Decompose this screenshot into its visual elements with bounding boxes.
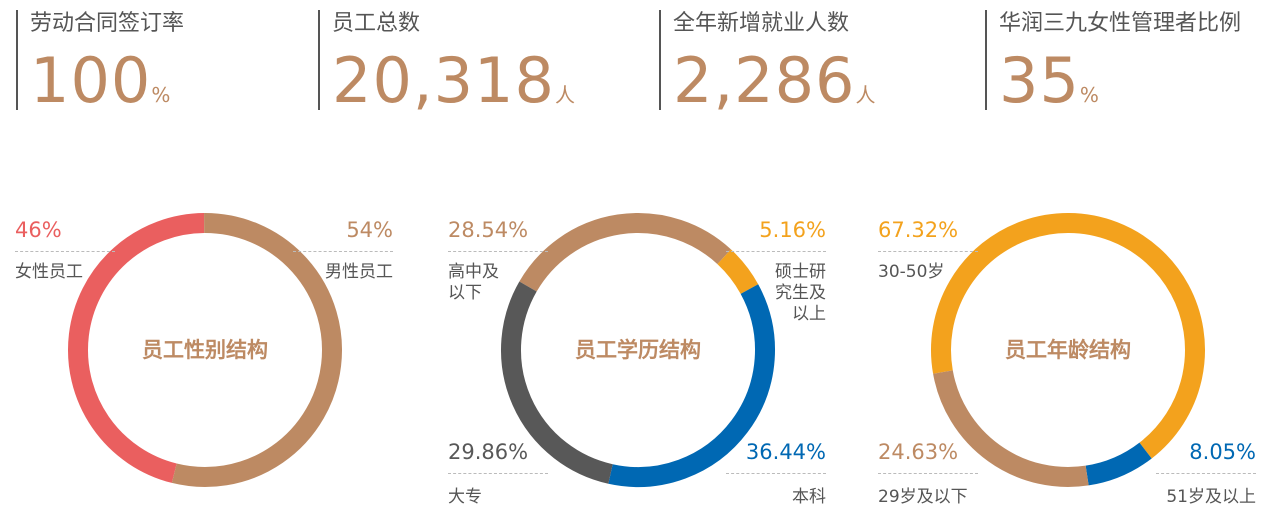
donut-segment bbox=[1085, 442, 1152, 486]
stat: 员工总数 20,318人 bbox=[318, 10, 576, 116]
value-label: 36.44% bbox=[726, 439, 826, 474]
value-label: 28.54% bbox=[448, 217, 548, 252]
category-label: 女性员工 bbox=[15, 262, 83, 282]
stat-label: 全年新增就业人数 bbox=[673, 11, 850, 36]
category-label: 51岁及以上 bbox=[1166, 487, 1256, 507]
category-label: 30-50岁 bbox=[878, 262, 945, 282]
stat-label: 华润三九女性管理者比例 bbox=[999, 11, 1242, 36]
stat-value: 100 bbox=[30, 44, 152, 117]
donut-segment bbox=[68, 213, 205, 483]
stat-label: 员工总数 bbox=[332, 11, 421, 36]
stat-value: 35 bbox=[999, 44, 1080, 117]
donut-segment bbox=[519, 213, 731, 292]
chart-title: 员工年龄结构 bbox=[1005, 338, 1131, 362]
category-label: 29岁及以下 bbox=[878, 487, 968, 507]
stat-value-row: 2,286人 bbox=[673, 46, 877, 130]
category-label: 高中及以下 bbox=[448, 262, 499, 303]
value-label: 67.32% bbox=[878, 217, 978, 252]
category-label: 大专 bbox=[448, 487, 482, 507]
value-label: 8.05% bbox=[1156, 439, 1256, 474]
category-label: 本科 bbox=[792, 487, 826, 507]
stat-value-row: 100% bbox=[30, 46, 184, 130]
stat-value: 2,286 bbox=[673, 44, 856, 117]
category-label: 硕士研究生及以上 bbox=[775, 262, 826, 324]
stat-unit: 人 bbox=[554, 83, 576, 107]
category-label: 男性员工 bbox=[325, 262, 393, 282]
chart-title: 员工学历结构 bbox=[575, 338, 701, 362]
donut-segment bbox=[501, 281, 613, 484]
stat-unit: % bbox=[1079, 83, 1100, 107]
stat-unit: % bbox=[151, 83, 172, 107]
donut-segment bbox=[933, 370, 1089, 487]
chart-title: 员工性别结构 bbox=[142, 338, 268, 362]
stat-value: 20,318 bbox=[332, 44, 555, 117]
value-label: 54% bbox=[293, 217, 393, 252]
value-label: 46% bbox=[15, 217, 115, 252]
stat: 劳动合同签订率 100% bbox=[16, 10, 185, 116]
stat-label: 劳动合同签订率 bbox=[30, 11, 185, 36]
donut-segment bbox=[717, 249, 759, 295]
stat-value-row: 35% bbox=[999, 46, 1241, 130]
value-label: 5.16% bbox=[726, 217, 826, 252]
stat: 华润三九女性管理者比例 35% bbox=[985, 10, 1242, 116]
donut-segment bbox=[608, 284, 775, 487]
donut-segment bbox=[171, 213, 342, 487]
value-label: 24.63% bbox=[878, 439, 978, 474]
value-label: 29.86% bbox=[448, 439, 548, 474]
stat-value-row: 20,318人 bbox=[332, 46, 576, 130]
stat: 全年新增就业人数 2,286人 bbox=[659, 10, 877, 116]
donut-segment bbox=[931, 213, 1205, 459]
stat-unit: 人 bbox=[855, 83, 877, 107]
